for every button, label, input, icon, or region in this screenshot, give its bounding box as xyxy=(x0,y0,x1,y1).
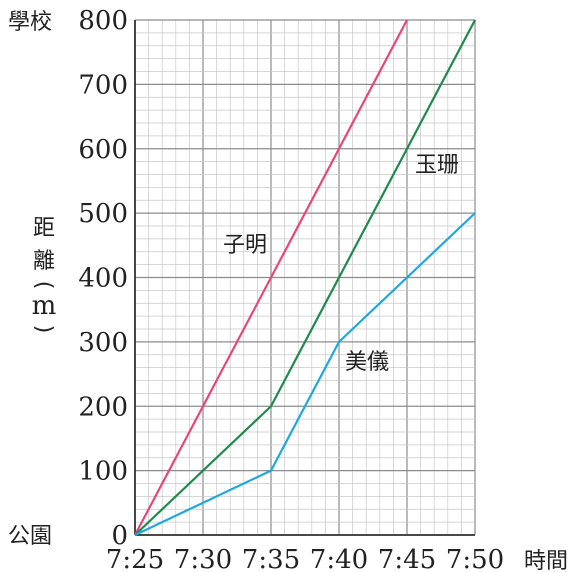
chart-axes xyxy=(134,20,475,536)
y-tick-label: 800 xyxy=(78,6,128,36)
chart-labels: 0 100 200 300 400 500 600 700 800 7:25 7:30 7:35 7:4… xyxy=(8,6,568,572)
y-tick-label: 700 xyxy=(78,70,128,100)
series-label: 子明 xyxy=(223,233,267,258)
x-tick-label: 7:35 xyxy=(242,545,300,572)
series-label: 美儀 xyxy=(345,350,389,375)
x-tick-label: 7:45 xyxy=(378,545,436,572)
series-line xyxy=(134,19,408,536)
y-axis-label-char: 距 xyxy=(33,216,55,241)
y-axis-label-char: 離 xyxy=(33,249,55,274)
y-axis-label-char: ) xyxy=(31,325,56,334)
series-label: 玉珊 xyxy=(415,153,459,178)
y-tick-label: 200 xyxy=(78,392,128,422)
series-line xyxy=(134,212,476,536)
x-tick-label: 7:50 xyxy=(446,545,504,572)
x-tick-label: 7:30 xyxy=(174,545,232,572)
y-tick-label: 300 xyxy=(78,328,128,358)
y-axis-label-char: m xyxy=(32,291,57,321)
chart-grid xyxy=(134,19,476,536)
y-tick-label: 500 xyxy=(78,199,128,229)
x-tick-label: 7:25 xyxy=(106,545,164,572)
y-axis-label-char: ( xyxy=(31,281,56,290)
y-tick-label: 0 xyxy=(111,521,128,551)
y-axis-top-label: 學校 xyxy=(8,10,52,35)
y-tick-label: 100 xyxy=(78,457,128,487)
y-tick-label: 400 xyxy=(78,264,128,294)
y-tick-label: 600 xyxy=(78,135,128,165)
y-axis-bottom-label: 公園 xyxy=(8,524,52,549)
series-line xyxy=(134,19,476,536)
chart-series xyxy=(134,19,476,536)
x-tick-label: 7:40 xyxy=(310,545,368,572)
x-axis-label: 時間 xyxy=(524,549,568,572)
